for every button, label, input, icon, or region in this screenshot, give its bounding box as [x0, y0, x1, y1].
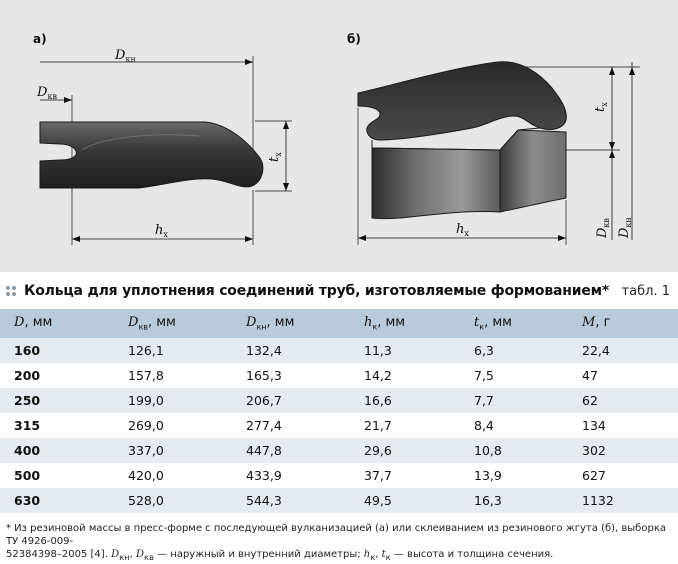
table-cell: 7,7	[474, 388, 582, 413]
table-cell: 13,9	[474, 463, 582, 488]
column-header: Dкн, мм	[246, 309, 364, 338]
ring-profile-a	[39, 121, 264, 189]
table-row: 315 269,0 277,4 21,7 8,4 134	[0, 413, 678, 438]
column-header: hк, мм	[364, 309, 474, 338]
table-cell: 627	[582, 463, 678, 488]
rings-table: D, мм Dкв, мм Dкн, мм hк, мм tк, мм M, г 160 1…	[0, 309, 678, 513]
table-cell: 16,6	[364, 388, 474, 413]
ring-profile-b-front	[371, 147, 501, 220]
dim-dkv-label-b: Dкв	[595, 218, 611, 239]
table-row: 200 157,8 165,3 14,2 7,5 47	[0, 363, 678, 388]
table-cell: 250	[0, 388, 128, 413]
dim-hx-label-b: hх	[456, 222, 469, 238]
table-number: табл. 1	[621, 284, 670, 299]
column-header: Dкв, мм	[128, 309, 246, 338]
table-cell: 126,1	[128, 338, 246, 363]
column-header: M, г	[582, 309, 678, 338]
footnote-line-1: * Из резиновой массы в пресс-форме с пос…	[6, 523, 666, 547]
table-cell: 500	[0, 463, 128, 488]
table-cell: 433,9	[246, 463, 364, 488]
column-header: D, мм	[0, 309, 128, 338]
table-cell: 132,4	[246, 338, 364, 363]
table-cell: 62	[582, 388, 678, 413]
table-cell: 315	[0, 413, 128, 438]
footnote: * Из резиновой массы в пресс-форме с пос…	[6, 522, 672, 564]
table-cell: 528,0	[128, 488, 246, 513]
dim-tx-label-a: tх	[267, 152, 283, 162]
table-cell: 157,8	[128, 363, 246, 388]
ring-profile-b-side	[499, 129, 567, 213]
ring-profile-b-top	[357, 61, 567, 141]
table-cell: 630	[0, 488, 128, 513]
dim-hx-label-a: hх	[155, 223, 168, 239]
table-cell: 16,3	[474, 488, 582, 513]
table-cell: 400	[0, 438, 128, 463]
table-cell: 1132	[582, 488, 678, 513]
footnote-line-2: 52384398–2005 [4]. Dкн, Dкв — наружный и…	[6, 549, 554, 562]
table-cell: 199,0	[128, 388, 246, 413]
table-cell: 11,3	[364, 338, 474, 363]
table-cell: 277,4	[246, 413, 364, 438]
table-title: Кольца для уплотнения соединений труб, и…	[24, 283, 610, 299]
ring-cross-sections-diagram: а) Dкн Dкв tх hх б)	[33, 32, 640, 245]
table-cell: 160	[0, 338, 128, 363]
table-cell: 420,0	[128, 463, 246, 488]
table-cell: 8,4	[474, 413, 582, 438]
table-cell: 29,6	[364, 438, 474, 463]
table-row: 500 420,0 433,9 37,7 13,9 627	[0, 463, 678, 488]
table-cell: 165,3	[246, 363, 364, 388]
dim-dkn-label-b: Dкн	[617, 217, 633, 239]
dim-tx-label-b: tх	[593, 102, 609, 112]
table-row: 400 337,0 447,8 29,6 10,8 302	[0, 438, 678, 463]
table-cell: 10,8	[474, 438, 582, 463]
dim-dkv-label-a: Dкв	[36, 85, 57, 101]
table-cell: 337,0	[128, 438, 246, 463]
table-cell: 6,3	[474, 338, 582, 363]
table-header-row: D, мм Dкв, мм Dкн, мм hк, мм tк, мм M, г	[0, 309, 678, 338]
column-header: tк, мм	[474, 309, 582, 338]
bullet-dots-icon	[6, 286, 18, 298]
table-caption: Кольца для уплотнения соединений труб, и…	[6, 283, 672, 303]
table-row: 630 528,0 544,3 49,5 16,3 1132	[0, 488, 678, 513]
label-b: б)	[347, 32, 361, 46]
table-cell: 7,5	[474, 363, 582, 388]
table-cell: 134	[582, 413, 678, 438]
table-cell: 47	[582, 363, 678, 388]
table-cell: 37,7	[364, 463, 474, 488]
table-cell: 302	[582, 438, 678, 463]
table-cell: 544,3	[246, 488, 364, 513]
table-cell: 22,4	[582, 338, 678, 363]
dim-dkn-label-a: Dкн	[114, 48, 136, 64]
table-row: 160 126,1 132,4 11,3 6,3 22,4	[0, 338, 678, 363]
table-cell: 206,7	[246, 388, 364, 413]
table-cell: 14,2	[364, 363, 474, 388]
table-cell: 269,0	[128, 413, 246, 438]
figure-panel: а) Dкн Dкв tх hх б)	[0, 0, 678, 272]
table-body: 160 126,1 132,4 11,3 6,3 22,4 200 157,8 165,3 14,…	[0, 338, 678, 513]
table-cell: 200	[0, 363, 128, 388]
table-cell: 49,5	[364, 488, 474, 513]
table-cell: 447,8	[246, 438, 364, 463]
label-a: а)	[33, 32, 47, 46]
table-cell: 21,7	[364, 413, 474, 438]
table-row: 250 199,0 206,7 16,6 7,7 62	[0, 388, 678, 413]
